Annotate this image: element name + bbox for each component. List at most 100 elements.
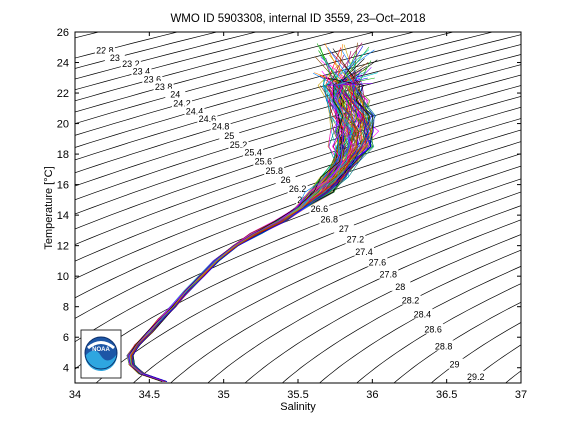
density-contour [244, 234, 521, 383]
contour-label-bg [165, 88, 186, 99]
contour-label-bg [309, 203, 330, 214]
contour-label-bg [400, 294, 421, 305]
x-tick-label: 36.5 [436, 389, 457, 401]
contour-label: 28.4 [414, 309, 432, 319]
contour-label-bg [197, 112, 218, 123]
profile-lines [126, 42, 380, 382]
contour-label-bg [120, 58, 141, 69]
y-tick-label: 18 [57, 149, 69, 161]
contour-label: 27.2 [347, 235, 365, 245]
contour-label: 28.8 [435, 341, 453, 351]
y-tick-label: 24 [57, 58, 69, 70]
x-tick-label: 37 [515, 389, 527, 401]
contour-label-bg [367, 256, 388, 267]
contour-label-bg [412, 308, 433, 319]
contour-label-bg [210, 120, 231, 131]
density-contour [75, 85, 521, 230]
contour-label-bg [153, 80, 174, 91]
y-tick-label: 16 [57, 180, 69, 192]
contour-label: 23.2 [122, 59, 140, 69]
x-axis-ticks: 34 34.5 35 35.5 36 36.5 37 [69, 32, 527, 401]
contour-label: 29 [449, 360, 459, 370]
density-contour-labels: 22.82323.223.423.623.82424.224.424.624.8… [94, 44, 486, 382]
x-tick-label: 35 [218, 389, 230, 401]
density-contour [75, 118, 521, 280]
contour-label: 25.2 [230, 140, 248, 150]
contour-label: 25.4 [244, 148, 262, 158]
density-contour [207, 219, 521, 383]
contour-label: 23 [110, 53, 120, 63]
profile-line [129, 83, 357, 382]
noaa-logo-text: NOAA [92, 347, 110, 353]
contour-label-bg [253, 155, 274, 166]
x-tick-label: 34.5 [139, 389, 160, 401]
density-contour [95, 178, 521, 383]
density-contour [132, 191, 521, 383]
y-tick-label: 4 [63, 363, 69, 375]
density-contour [75, 74, 521, 215]
contour-label: 27.8 [379, 270, 397, 280]
profile-line [132, 71, 373, 382]
x-tick-label: 35.5 [287, 389, 308, 401]
density-contour [393, 301, 521, 383]
contour-label-bg [444, 358, 465, 369]
density-contour [281, 249, 521, 383]
contour-label: 23.6 [144, 74, 162, 84]
density-contour [75, 165, 521, 370]
contour-label: 28.2 [402, 296, 420, 306]
contour-label: 24.4 [186, 106, 204, 116]
y-tick-label: 12 [57, 241, 69, 253]
contour-label: 26.2 [289, 184, 307, 194]
contour-label-bg [287, 183, 308, 194]
contour-label: 26.8 [320, 215, 338, 225]
contour-label: 26 [281, 175, 291, 185]
contour-label-bg [219, 129, 240, 140]
contour-label: 25.6 [255, 157, 273, 167]
noaa-logo: NOAA [80, 329, 122, 379]
y-tick-label: 10 [57, 271, 69, 283]
contour-label: 25 [224, 131, 234, 141]
y-tick-label: 8 [63, 302, 69, 314]
density-contour [318, 265, 521, 383]
density-contour [75, 129, 521, 299]
contour-label-bg [378, 268, 399, 279]
contour-label-bg [465, 370, 486, 381]
contour-label: 29.2 [467, 372, 485, 382]
contour-label-bg [142, 73, 163, 84]
contour-label: 25.8 [265, 166, 283, 176]
density-contour [75, 32, 455, 136]
contour-label: 22.8 [96, 45, 114, 55]
contour-label-bg [319, 213, 340, 224]
y-tick-label: 22 [57, 88, 69, 100]
contour-label-bg [390, 280, 411, 291]
y-axis-ticks: 4 6 8 10 12 14 16 18 20 22 24 26 [57, 27, 521, 375]
contour-label: 23.4 [133, 67, 151, 77]
contour-label-bg [104, 51, 125, 62]
density-contour [75, 54, 521, 187]
profile-line [128, 83, 373, 382]
contour-label: 26.6 [311, 204, 329, 214]
contour-label-bg [184, 105, 205, 116]
density-contour [75, 32, 494, 148]
contour-label-bg [275, 174, 296, 185]
contour-label-bg [354, 245, 375, 256]
density-contour [75, 64, 521, 201]
contour-label: 24.8 [212, 122, 230, 132]
density-contour [75, 32, 297, 91]
y-tick-label: 14 [57, 210, 69, 222]
contour-label: 28.6 [424, 325, 442, 335]
y-axis-label: Temperature [°C] [43, 166, 55, 249]
density-contour [170, 205, 521, 383]
contour-label: 24.6 [199, 114, 217, 124]
contour-label: 23.8 [155, 82, 173, 92]
contour-label-bg [94, 44, 115, 55]
contour-label: 27 [339, 224, 349, 234]
x-axis-label: Salinity [280, 401, 316, 413]
density-contour [430, 322, 521, 383]
x-tick-label: 36 [366, 389, 378, 401]
contour-label-bg [264, 164, 285, 175]
density-contour [75, 106, 521, 262]
contour-label-bg [333, 222, 354, 233]
x-tick-label: 34 [69, 389, 81, 401]
